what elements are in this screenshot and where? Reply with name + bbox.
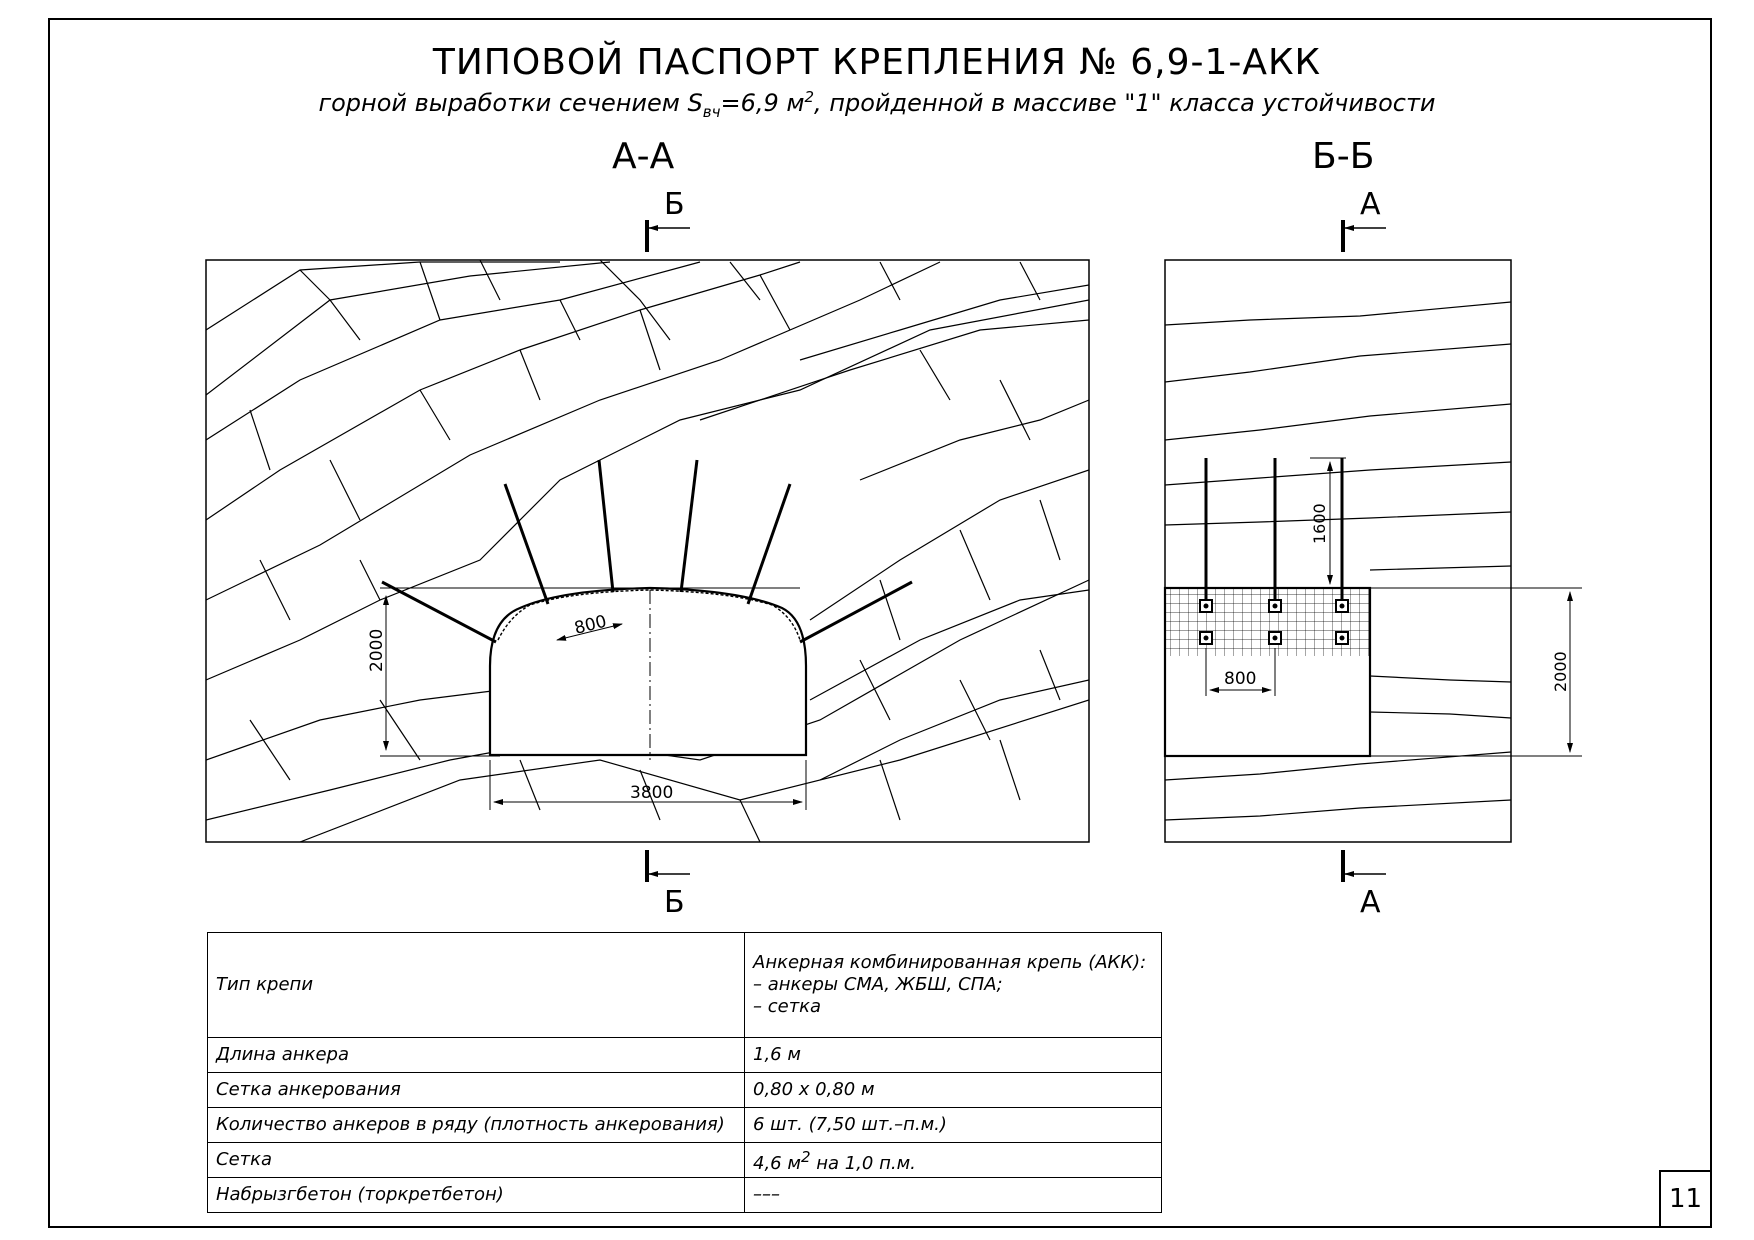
- subtitle-middle: =6,9 м: [720, 89, 805, 117]
- page-title: ТИПОВОЙ ПАСПОРТ КРЕПЛЕНИЯ № 6,9-1-АКК: [432, 42, 1322, 83]
- section-aa-label: А-А: [612, 136, 675, 177]
- anchor-1: [381, 580, 497, 644]
- cut-aa-bottom-label: Б: [664, 885, 685, 920]
- spec-param: Длина анкера: [207, 1037, 745, 1073]
- spec-value: 4,6 м2 на 1,0 п.м.: [744, 1142, 1162, 1178]
- subtitle-before: горной выработки сечением S: [318, 89, 703, 117]
- dim-aa-height: 2000: [367, 629, 387, 672]
- subtitle-sub: вч: [702, 102, 721, 121]
- spec-param: Тип крепи: [207, 932, 745, 1038]
- table-row: Тип крепи Анкерная комбинированная крепь…: [207, 932, 1162, 1038]
- cut-aa-top-label: Б: [664, 187, 685, 222]
- dim-bb-anchor-length: 1600: [1310, 503, 1329, 544]
- spec-value-main: 4,6 м: [753, 1152, 801, 1174]
- section-bb-label: Б-Б: [1312, 136, 1375, 177]
- spec-param: Сетка анкерования: [207, 1072, 745, 1108]
- spec-value-sup: 2: [800, 1147, 811, 1166]
- spec-value: 0,80 х 0,80 м: [744, 1072, 1162, 1108]
- spec-value: 6 шт. (7,50 шт.–п.м.): [744, 1107, 1162, 1143]
- spec-value-after: на 1,0 п.м.: [810, 1152, 916, 1174]
- drawing-frame: [48, 18, 1712, 1228]
- dim-bb-height: 2000: [1551, 651, 1570, 692]
- spec-param: Количество анкеров в ряду (плотность анк…: [207, 1107, 745, 1143]
- section-aa-border: [205, 259, 1090, 843]
- cut-bb-bottom-label: А: [1360, 885, 1381, 920]
- anchor-3: [597, 459, 615, 593]
- spec-table: Тип крепи Анкерная комбинированная крепь…: [207, 932, 1162, 1213]
- table-row: Набрызгбетон (торкретбетон) –––: [207, 1177, 1162, 1213]
- table-row: Количество анкеров в ряду (плотность анк…: [207, 1107, 1162, 1143]
- table-row: Сетка 4,6 м2 на 1,0 п.м.: [207, 1142, 1162, 1178]
- mesh-lining-aa: [497, 589, 801, 641]
- dim-aa-width: 3800: [630, 783, 673, 803]
- anchor-6: [799, 580, 913, 644]
- section-bb-border: [1164, 259, 1512, 843]
- anchors-aa: [381, 459, 913, 644]
- anchor-4: [679, 459, 699, 593]
- cut-bb-top-label: А: [1360, 187, 1381, 222]
- subtitle-after: , пройденной в массиве "1" класса устойч…: [814, 89, 1436, 117]
- anchors-bb: [1204, 458, 1344, 606]
- spec-value: –––: [744, 1177, 1162, 1213]
- dim-bb-spacing: 800: [1224, 669, 1256, 689]
- mesh-bb: [1165, 588, 1370, 656]
- section-bb-rock: [1165, 301, 1511, 821]
- spec-value: 1,6 м: [744, 1037, 1162, 1073]
- anchor-2: [503, 483, 550, 605]
- anchor-5: [746, 483, 792, 605]
- spec-value: Анкерная комбинированная крепь (АКК): – …: [744, 932, 1162, 1038]
- spec-param: Сетка: [207, 1142, 745, 1178]
- excavation-profile: [488, 586, 808, 757]
- table-row: Длина анкера 1,6 м: [207, 1037, 1162, 1073]
- page-number: 11: [1659, 1170, 1712, 1228]
- spec-param: Набрызгбетон (торкретбетон): [207, 1177, 745, 1213]
- page-subtitle: горной выработки сечением Sвч=6,9 м2, пр…: [0, 88, 1754, 121]
- subtitle-sup: 2: [804, 88, 815, 106]
- table-row: Сетка анкерования 0,80 х 0,80 м: [207, 1072, 1162, 1108]
